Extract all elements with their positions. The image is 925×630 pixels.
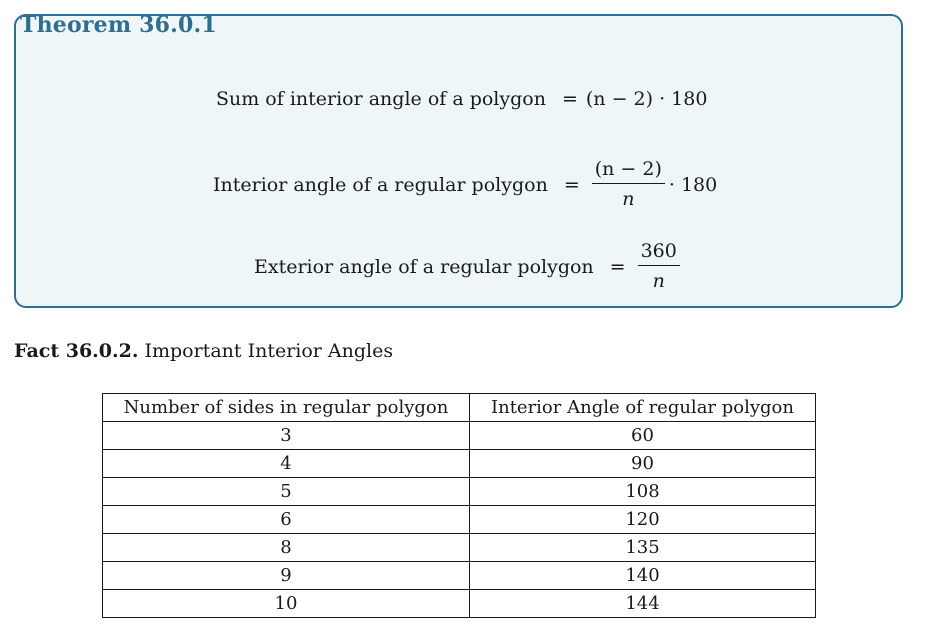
fraction-denominator: n xyxy=(622,188,635,210)
theorem-title: Theorem 36.0.1 xyxy=(20,12,217,38)
table-row: 5 108 xyxy=(102,477,816,506)
sum-interior-angle-equation: Sum of interior angle of a polygon = (n … xyxy=(216,88,707,110)
sides-cell: 8 xyxy=(102,533,470,562)
table-header-row: Number of sides in regular polygon Inter… xyxy=(102,393,816,422)
angle-cell: 108 xyxy=(469,477,816,506)
fraction-numerator: (n − 2) xyxy=(591,160,665,184)
equation-lhs: Sum of interior angle of a polygon xyxy=(216,88,546,110)
sides-cell: 6 xyxy=(102,505,470,534)
sides-cell: 4 xyxy=(102,449,470,478)
sides-cell: 3 xyxy=(102,421,470,450)
sides-cell: 9 xyxy=(102,561,470,590)
angle-cell: 60 xyxy=(469,421,816,450)
exterior-angle-equation: Exterior angle of a regular polygon = 36… xyxy=(254,242,684,291)
table-row: 10 144 xyxy=(102,589,816,618)
equation-lhs: Interior angle of a regular polygon xyxy=(213,173,548,196)
fact-heading: Fact 36.0.2. Important Interior Angles xyxy=(14,340,393,362)
theorem-box xyxy=(14,14,903,308)
angle-cell: 144 xyxy=(469,589,816,618)
fraction-denominator: n xyxy=(652,270,665,292)
table-row: 3 60 xyxy=(102,421,816,450)
equals-sign: = xyxy=(563,173,580,196)
interior-angle-equation: Interior angle of a regular polygon = (n… xyxy=(213,160,717,209)
equals-sign: = xyxy=(561,88,578,110)
equals-sign: = xyxy=(609,255,626,278)
equation-tail: · 180 xyxy=(668,173,718,196)
angle-cell: 120 xyxy=(469,505,816,534)
sides-cell: 10 xyxy=(102,589,470,618)
fact-label: Fact 36.0.2. xyxy=(14,340,139,362)
fraction: (n − 2) n xyxy=(591,160,665,210)
equation-rhs: (n − 2) · 180 xyxy=(585,88,708,110)
table-row: 9 140 xyxy=(102,561,816,590)
fact-title: Important Interior Angles xyxy=(144,340,394,362)
fraction-numerator: 360 xyxy=(637,242,680,266)
column-header-angle: Interior Angle of regular polygon xyxy=(469,393,816,422)
sides-cell: 5 xyxy=(102,477,470,506)
angle-cell: 90 xyxy=(469,449,816,478)
column-header-sides: Number of sides in regular polygon xyxy=(102,393,470,422)
equation-lhs: Exterior angle of a regular polygon xyxy=(254,255,594,278)
interior-angles-table: Number of sides in regular polygon Inter… xyxy=(102,393,816,618)
angle-cell: 140 xyxy=(469,561,816,590)
table-row: 4 90 xyxy=(102,449,816,478)
table-row: 8 135 xyxy=(102,533,816,562)
table-row: 6 120 xyxy=(102,505,816,534)
angle-cell: 135 xyxy=(469,533,816,562)
fraction: 360 n xyxy=(637,242,680,292)
